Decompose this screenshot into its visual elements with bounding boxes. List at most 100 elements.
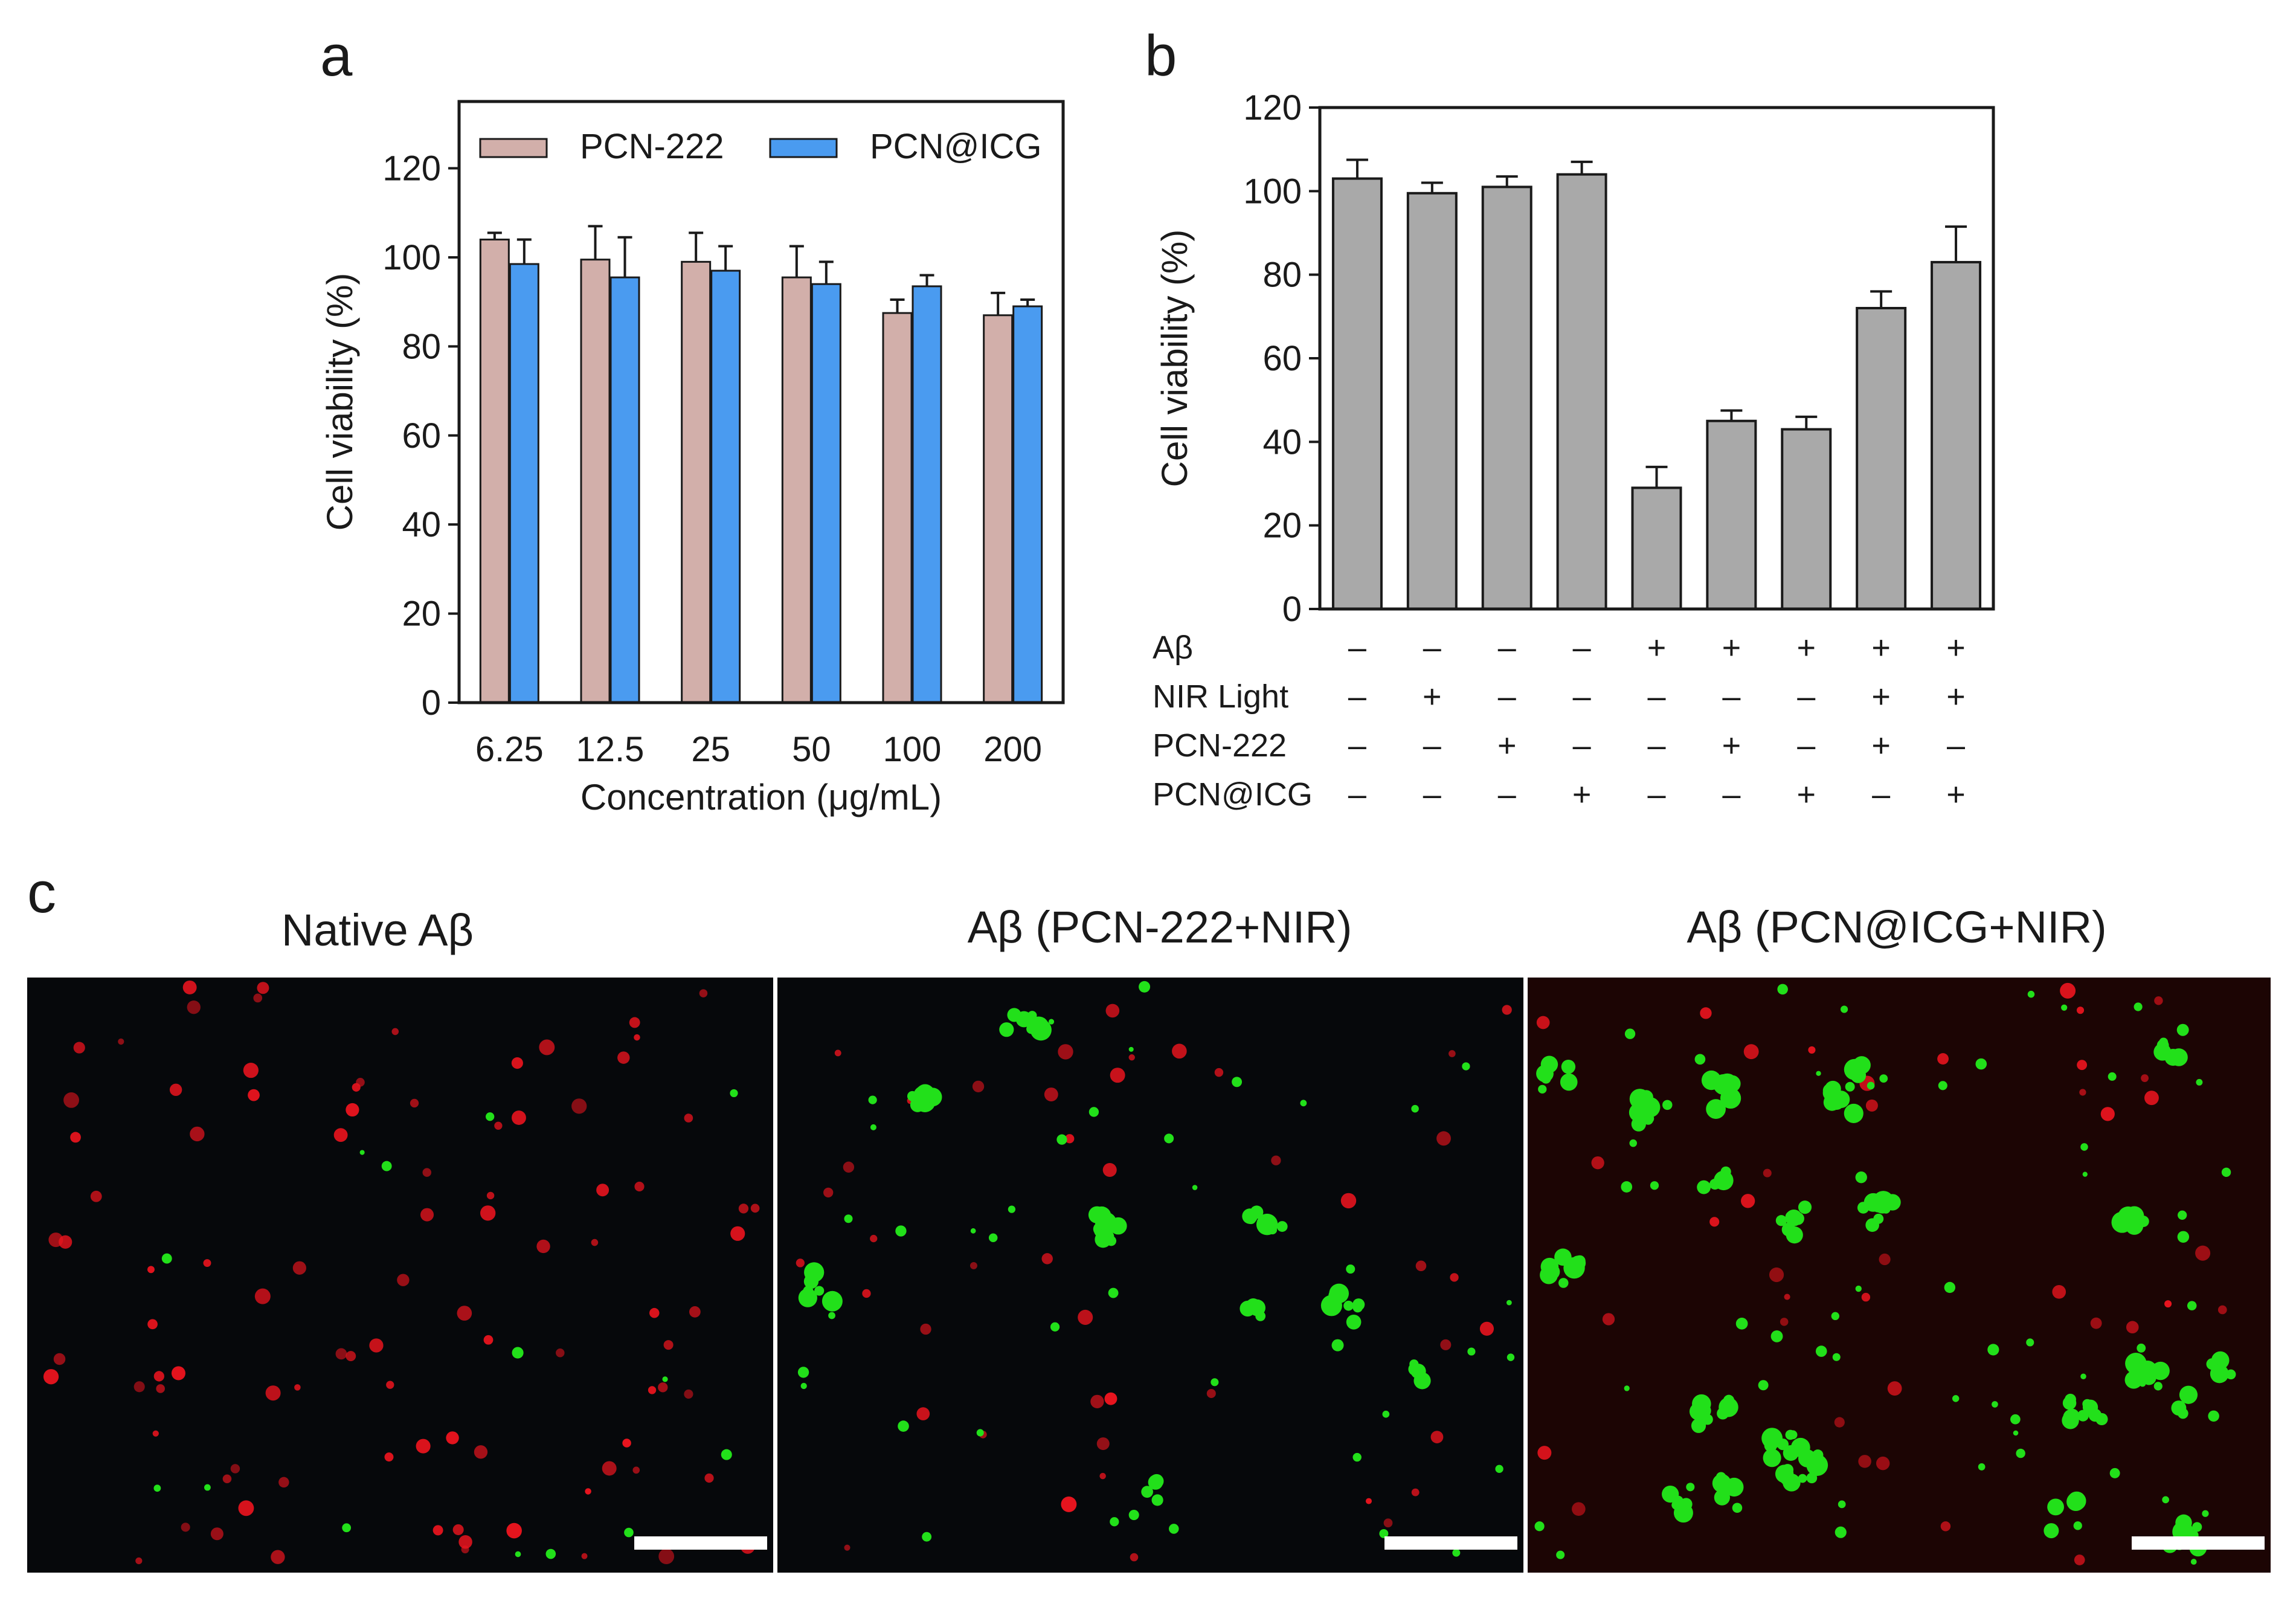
green-cell xyxy=(1192,1185,1198,1190)
chart-a-y-ticks: 0 20 40 60 80 100 120 xyxy=(382,149,459,723)
red-cell xyxy=(1502,1005,1512,1015)
green-aggregate xyxy=(1560,1073,1578,1091)
green-aggregate xyxy=(2153,1382,2163,1391)
red-cell xyxy=(480,1205,496,1221)
condition-sign-2-0: – xyxy=(1348,727,1366,764)
green-cell xyxy=(2221,1167,2231,1178)
micrograph-native-abeta xyxy=(27,978,773,1573)
red-cell xyxy=(1271,1155,1281,1165)
green-aggregate xyxy=(1276,1221,1288,1232)
condition-sign-0-1: – xyxy=(1423,630,1441,666)
green-cell xyxy=(828,1312,835,1319)
red-cell xyxy=(663,1340,674,1350)
bar-pcn-icg-12.5 xyxy=(609,276,640,704)
green-aggregate xyxy=(1540,1257,1559,1276)
green-aggregate xyxy=(2170,1048,2188,1066)
red-cell xyxy=(602,1461,617,1476)
green-aggregate xyxy=(1640,1097,1661,1118)
condition-sign-1-3: – xyxy=(1573,678,1591,715)
red-cell xyxy=(1865,1099,1878,1112)
red-cell xyxy=(684,1389,693,1399)
green-aggregate xyxy=(1845,1081,1855,1092)
red-cell xyxy=(970,1261,977,1269)
red-cell xyxy=(1602,1313,1615,1326)
red-cell xyxy=(1858,1455,1871,1468)
green-cell xyxy=(2080,1143,2088,1151)
y-tick-label-40: 40 xyxy=(402,505,441,544)
green-cell xyxy=(970,1228,976,1234)
green-aggregate xyxy=(910,1097,925,1112)
green-aggregate xyxy=(999,1022,1014,1037)
green-cell xyxy=(1164,1133,1174,1144)
green-aggregate xyxy=(1558,1278,1569,1288)
condition-sign-2-6: – xyxy=(1797,727,1815,764)
green-cell xyxy=(1816,1071,1821,1076)
red-cell xyxy=(1450,1273,1459,1282)
green-cell xyxy=(922,1532,932,1542)
green-cell xyxy=(988,1233,998,1243)
green-cell xyxy=(2108,1072,2117,1081)
chart-a-x-ticks: 6.25 12.5 25 50 100 200 xyxy=(475,730,1042,769)
green-aggregate xyxy=(1541,1074,1551,1084)
red-cell xyxy=(1102,1162,1117,1177)
red-cell xyxy=(254,1288,271,1304)
green-aggregate xyxy=(804,1262,825,1283)
red-cell xyxy=(391,1028,399,1036)
red-cell xyxy=(571,1098,587,1114)
red-cell xyxy=(458,1535,472,1549)
red-cell xyxy=(1044,1087,1058,1101)
green-aggregate xyxy=(2047,1498,2064,1516)
red-cell xyxy=(920,1323,931,1335)
red-cell xyxy=(2195,1245,2211,1261)
condition-sign-3-3: + xyxy=(1572,776,1592,813)
green-aggregate xyxy=(1692,1394,1711,1414)
red-cell xyxy=(53,1353,66,1365)
red-cell xyxy=(1099,1472,1106,1480)
green-cell xyxy=(1382,1410,1390,1418)
red-cell xyxy=(422,1168,432,1177)
red-cell xyxy=(43,1369,59,1385)
legend-swatch-pcn-icg xyxy=(769,138,838,158)
green-cell xyxy=(1838,1500,1846,1509)
condition-sign-1-6: – xyxy=(1797,678,1815,715)
red-cell xyxy=(2052,1285,2066,1299)
red-cell xyxy=(617,1051,630,1064)
red-cell xyxy=(658,1382,668,1393)
green-aggregate xyxy=(1785,1209,1802,1226)
green-cell xyxy=(2162,1496,2170,1504)
green-aggregate xyxy=(1775,1215,1787,1226)
green-aggregate xyxy=(2117,1218,2127,1228)
red-cell xyxy=(171,1366,185,1381)
red-cell xyxy=(2164,1300,2172,1308)
green-cell xyxy=(1815,1345,1827,1357)
green-aggregate xyxy=(2062,1396,2077,1410)
red-cell xyxy=(750,1203,760,1213)
red-cell xyxy=(397,1274,410,1286)
red-cell xyxy=(1784,1294,1790,1300)
x-tick-label-6.25: 6.25 xyxy=(475,730,544,769)
chart-a: 0 20 40 60 80 100 120 6.25 12.5 25 50 100 200 Cell … xyxy=(320,100,1065,817)
green-aggregate xyxy=(1141,1486,1153,1498)
green-aggregate xyxy=(1732,1503,1743,1513)
condition-sign-0-0: – xyxy=(1348,630,1366,666)
green-cell xyxy=(1048,1019,1055,1025)
red-cell xyxy=(796,1258,805,1268)
condition-sign-3-8: + xyxy=(1946,776,1966,813)
red-cell xyxy=(90,1190,102,1202)
red-cell xyxy=(1572,1502,1586,1516)
green-cell xyxy=(1110,1517,1119,1527)
green-aggregate xyxy=(1538,1084,1547,1094)
green-aggregate xyxy=(1329,1283,1349,1304)
x-tick-label-50: 50 xyxy=(792,730,831,769)
green-cell xyxy=(2202,1510,2209,1517)
green-cell xyxy=(1777,984,1788,995)
red-cell xyxy=(386,1381,394,1389)
green-cell xyxy=(1735,1317,1748,1330)
green-aggregate xyxy=(1800,1456,1810,1466)
green-aggregate xyxy=(1788,1430,1798,1440)
bar-pcn-222-100 xyxy=(882,312,913,704)
green-aggregate xyxy=(1255,1311,1266,1321)
chart-a-bars xyxy=(479,225,1043,704)
chart-b-y-axis-label: Cell viability (%) xyxy=(1154,230,1195,488)
x-tick-label-12.5: 12.5 xyxy=(576,730,645,769)
